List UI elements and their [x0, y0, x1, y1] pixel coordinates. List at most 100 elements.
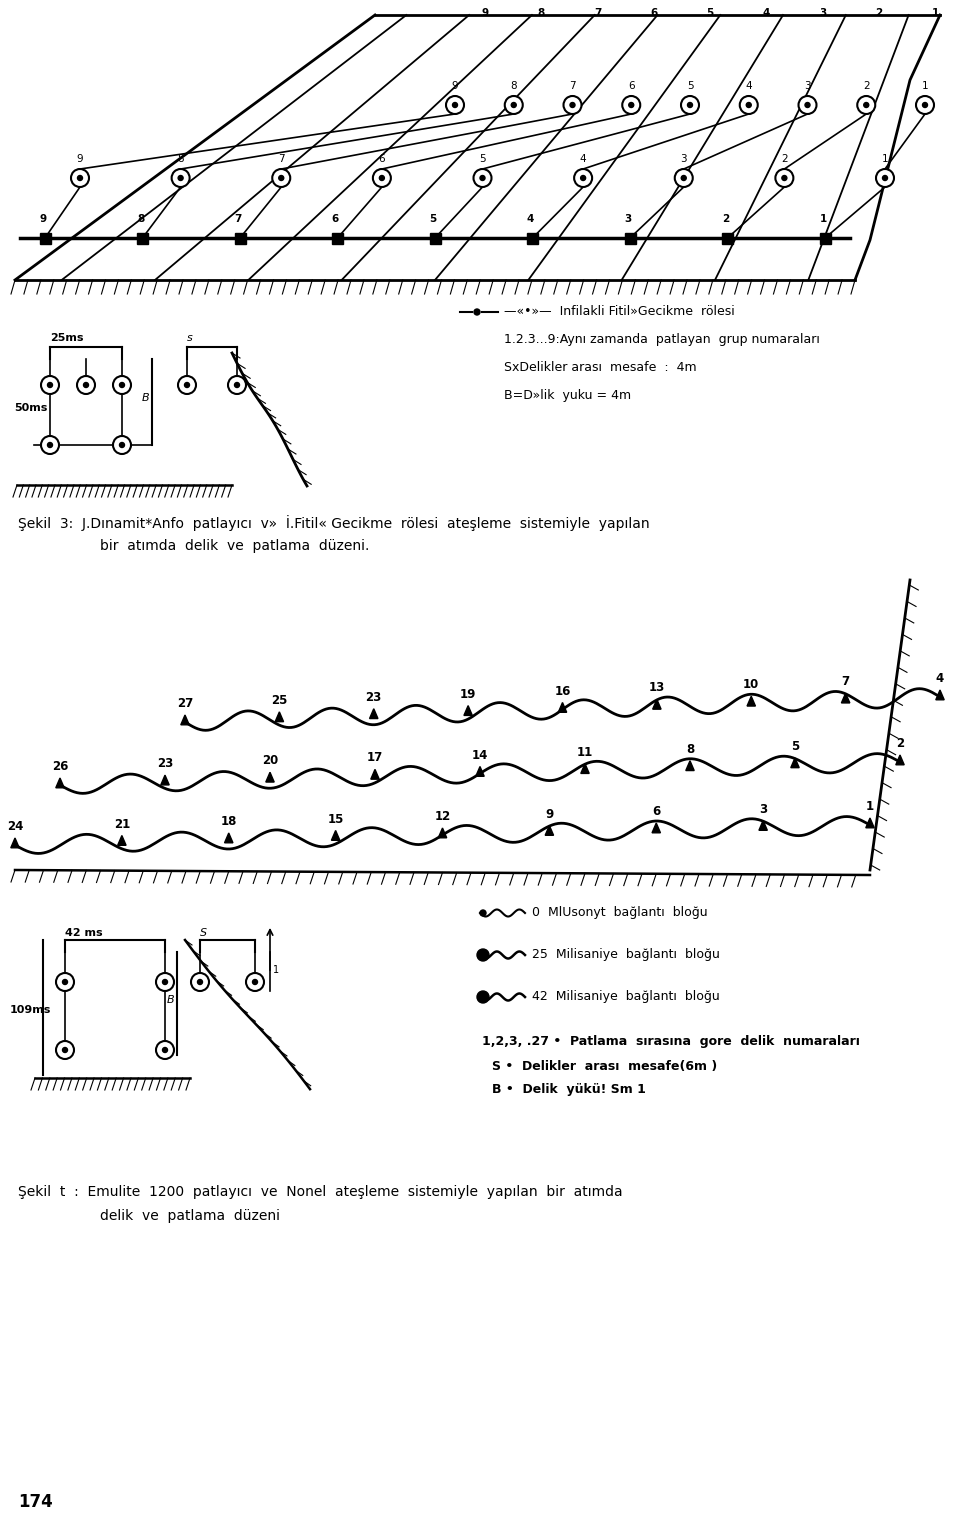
Text: 6: 6 — [378, 154, 385, 164]
Text: 12: 12 — [434, 810, 450, 822]
Circle shape — [62, 1048, 67, 1052]
Text: B=D»lik  yuku = 4m: B=D»lik yuku = 4m — [504, 388, 631, 402]
Text: 26: 26 — [52, 760, 68, 774]
Text: 3: 3 — [83, 381, 89, 390]
Bar — [820, 233, 830, 244]
Text: 24: 24 — [7, 819, 23, 833]
Circle shape — [234, 382, 239, 387]
Text: 1: 1 — [234, 381, 240, 390]
Text: 8: 8 — [137, 215, 144, 224]
Text: 16: 16 — [554, 684, 570, 698]
Circle shape — [687, 102, 692, 108]
Polygon shape — [896, 755, 904, 765]
Text: 8: 8 — [685, 743, 694, 755]
Text: 3: 3 — [804, 81, 811, 91]
Circle shape — [916, 96, 934, 114]
Text: 25ms: 25ms — [50, 334, 84, 343]
Circle shape — [923, 102, 927, 108]
Circle shape — [252, 979, 257, 984]
Text: 6: 6 — [628, 81, 635, 91]
Text: SxDelikler arası  mesafe  :  4m: SxDelikler arası mesafe : 4m — [504, 361, 697, 375]
Text: Şekil  t  :  Emulite  1200  patlayıcı  ve  Nonel  ateşleme  sistemiyle  yapılan : Şekil t : Emulite 1200 patlayıcı ve None… — [18, 1185, 623, 1199]
Text: 9: 9 — [39, 215, 47, 224]
Bar — [722, 233, 733, 244]
Circle shape — [681, 96, 699, 114]
Text: 6: 6 — [332, 215, 339, 224]
Text: 2: 2 — [863, 81, 870, 91]
Text: 2: 2 — [184, 381, 190, 390]
Text: 9: 9 — [545, 807, 554, 821]
Polygon shape — [464, 705, 472, 716]
Text: 1,2,3, .27 •  Patlama  sırasına  gore  delik  numaraları: 1,2,3, .27 • Patlama sırasına gore delik… — [482, 1036, 860, 1048]
Circle shape — [113, 436, 131, 454]
Text: 27: 27 — [177, 698, 193, 710]
Text: 6: 6 — [652, 806, 660, 818]
Polygon shape — [439, 829, 446, 838]
Text: 42  Milisaniye  bağlantı  bloğu: 42 Milisaniye bağlantı bloğu — [532, 990, 720, 1004]
Circle shape — [273, 169, 290, 187]
Circle shape — [477, 949, 489, 961]
Circle shape — [629, 102, 634, 108]
Polygon shape — [581, 763, 589, 774]
Polygon shape — [476, 766, 484, 777]
Text: 4: 4 — [580, 154, 587, 164]
Text: B: B — [167, 995, 175, 1005]
Text: 5: 5 — [686, 81, 693, 91]
Polygon shape — [841, 693, 850, 704]
Text: 5: 5 — [791, 740, 799, 752]
Circle shape — [119, 443, 125, 448]
Circle shape — [41, 376, 59, 394]
Text: 9: 9 — [452, 81, 458, 91]
Circle shape — [178, 376, 196, 394]
Text: 3: 3 — [819, 8, 827, 18]
Polygon shape — [747, 696, 756, 707]
Circle shape — [56, 1042, 74, 1058]
Text: 1: 1 — [931, 8, 939, 18]
Circle shape — [746, 102, 752, 108]
Text: B •  Delik  yükü! Sm 1: B • Delik yükü! Sm 1 — [492, 1083, 646, 1097]
Circle shape — [480, 911, 486, 915]
Circle shape — [473, 169, 492, 187]
Circle shape — [477, 991, 489, 1004]
Text: 2: 2 — [47, 440, 53, 449]
Bar — [429, 233, 441, 244]
Circle shape — [876, 169, 894, 187]
Text: 1.2.3...9:Aynı zamanda  patlayan  grup numaraları: 1.2.3...9:Aynı zamanda patlayan grup num… — [504, 334, 820, 346]
Circle shape — [179, 175, 183, 181]
Text: 2: 2 — [781, 154, 788, 164]
Text: 5: 5 — [197, 976, 204, 987]
Text: 4: 4 — [745, 81, 752, 91]
Polygon shape — [11, 838, 19, 848]
Text: 6: 6 — [650, 8, 658, 18]
Text: 7: 7 — [234, 215, 242, 224]
Text: 25: 25 — [271, 694, 288, 707]
Text: 5: 5 — [707, 8, 713, 18]
Circle shape — [47, 443, 53, 448]
Polygon shape — [545, 825, 554, 835]
Text: 1: 1 — [881, 154, 888, 164]
Text: 23: 23 — [366, 691, 382, 704]
Text: B: B — [142, 393, 150, 404]
Circle shape — [71, 169, 89, 187]
Circle shape — [156, 973, 174, 991]
Text: 2: 2 — [252, 976, 258, 987]
Circle shape — [162, 1048, 167, 1052]
Text: s: s — [187, 334, 193, 343]
Text: 9: 9 — [77, 154, 84, 164]
Circle shape — [776, 169, 793, 187]
Circle shape — [198, 979, 203, 984]
Text: 42 ms: 42 ms — [65, 928, 103, 938]
Text: 4: 4 — [527, 215, 534, 224]
Polygon shape — [936, 690, 945, 699]
Text: 8: 8 — [162, 976, 168, 987]
Text: delik  ve  patlama  düzeni: delik ve patlama düzeni — [100, 1209, 280, 1223]
Circle shape — [47, 382, 53, 387]
Circle shape — [172, 169, 190, 187]
Text: 50ms: 50ms — [14, 404, 47, 413]
Bar — [137, 233, 148, 244]
Text: 14: 14 — [471, 748, 489, 762]
Text: 174: 174 — [18, 1493, 53, 1511]
Circle shape — [78, 175, 83, 181]
Text: 23: 23 — [156, 757, 173, 771]
Text: 109ms: 109ms — [10, 1005, 52, 1014]
